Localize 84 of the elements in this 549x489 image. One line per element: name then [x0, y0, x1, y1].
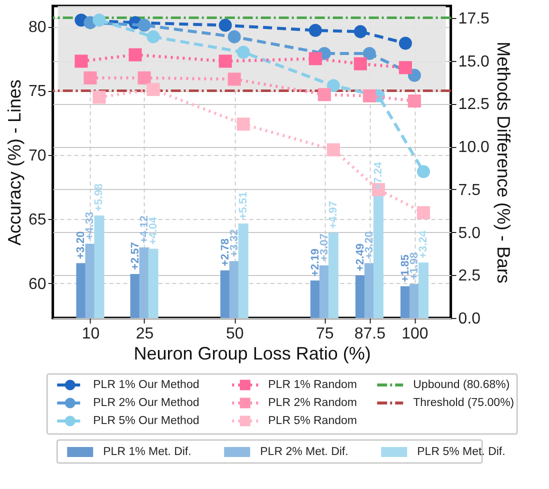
legend-label: Upbound (80.68%)	[413, 379, 510, 391]
bar	[364, 263, 374, 318]
bar	[355, 275, 366, 318]
point	[146, 30, 160, 44]
y2-tick-label: 10.0	[458, 139, 490, 156]
x-tick-label: 87.5	[354, 326, 386, 342]
legend-label: Threshold (75.00%)	[413, 397, 514, 409]
point	[354, 57, 367, 70]
point	[326, 79, 340, 92]
legend-label: PLR 5% Our Method	[93, 415, 200, 427]
y2-tick-label: 12.5	[458, 96, 490, 114]
point	[74, 54, 88, 68]
point	[416, 165, 430, 178]
point	[326, 143, 340, 156]
legend-label: PLR 5% Met. Dif.	[417, 446, 506, 458]
bar	[220, 270, 230, 318]
legend-label: PLR 1% Random	[268, 379, 357, 391]
point	[408, 94, 421, 108]
point	[398, 61, 412, 74]
y-tick-label: 65	[28, 212, 46, 229]
x-tick-label: 10	[82, 326, 100, 342]
bar	[418, 262, 428, 318]
bar	[319, 265, 330, 318]
point	[362, 89, 376, 102]
point	[416, 206, 430, 220]
data-label: +7.24	[372, 161, 384, 190]
point	[308, 24, 322, 37]
bar	[310, 280, 320, 318]
bar	[409, 284, 420, 318]
point	[362, 47, 376, 60]
point	[408, 68, 421, 82]
point	[228, 30, 241, 44]
y2-tick-label: 17.5	[458, 10, 490, 28]
x-tick-label: 75	[316, 326, 334, 342]
point	[138, 18, 151, 32]
y2-tick-label: 2.5	[458, 268, 481, 285]
bar	[238, 224, 248, 318]
point	[398, 36, 412, 50]
data-label: +5.51	[237, 192, 250, 220]
legend-label: PLR 2% Our Method	[93, 397, 200, 409]
point	[128, 48, 142, 62]
x-tick-label: 50	[226, 326, 244, 342]
y2-axis-title: Methods Difference (%) - Bars	[493, 42, 514, 284]
y2-tick-label: 0.0	[458, 310, 481, 328]
point	[318, 88, 331, 102]
legend-label: PLR 5% Random	[268, 415, 357, 427]
y-tick-label: 70	[28, 147, 46, 164]
x-axis-title: Neuron Group Loss Ratio (%)	[134, 344, 371, 364]
bar	[229, 261, 240, 318]
legend-label: PLR 1% Met. Dif.	[103, 446, 192, 458]
data-label: +2.57	[129, 242, 142, 270]
x-tick-label: 25	[136, 326, 154, 342]
point	[236, 46, 250, 59]
point	[308, 52, 322, 66]
bar	[328, 232, 338, 318]
y2-tick-label: 5.0	[458, 224, 481, 242]
y2-tick-label: 15.0	[458, 53, 490, 70]
y2-tick-label: 7.5	[458, 182, 481, 199]
point	[84, 71, 97, 84]
point	[146, 82, 160, 96]
bar	[130, 274, 140, 318]
bar	[94, 215, 104, 318]
y-tick-label: 80	[28, 19, 46, 36]
legend-label: PLR 2% Met. Dif.	[260, 446, 348, 458]
point	[218, 54, 232, 68]
bar	[148, 248, 158, 318]
point	[236, 118, 250, 131]
point	[218, 18, 232, 32]
x-tick-label: 100	[402, 326, 428, 342]
data-label: +5.98	[93, 184, 106, 212]
data-label: +4.97	[327, 200, 340, 229]
point	[92, 90, 106, 104]
legend-label: PLR 1% Our Method	[93, 379, 200, 391]
bar	[76, 263, 86, 318]
y-axis-title: Accuracy (%) - Lines	[4, 79, 25, 246]
y-tick-label: 60	[28, 276, 46, 293]
bar	[139, 247, 150, 318]
point	[354, 25, 367, 38]
point	[138, 71, 151, 84]
bar	[85, 244, 96, 318]
y-tick-label: 75	[28, 83, 46, 100]
point	[92, 14, 106, 27]
point	[228, 72, 241, 86]
legend-label: PLR 2% Random	[268, 397, 357, 409]
